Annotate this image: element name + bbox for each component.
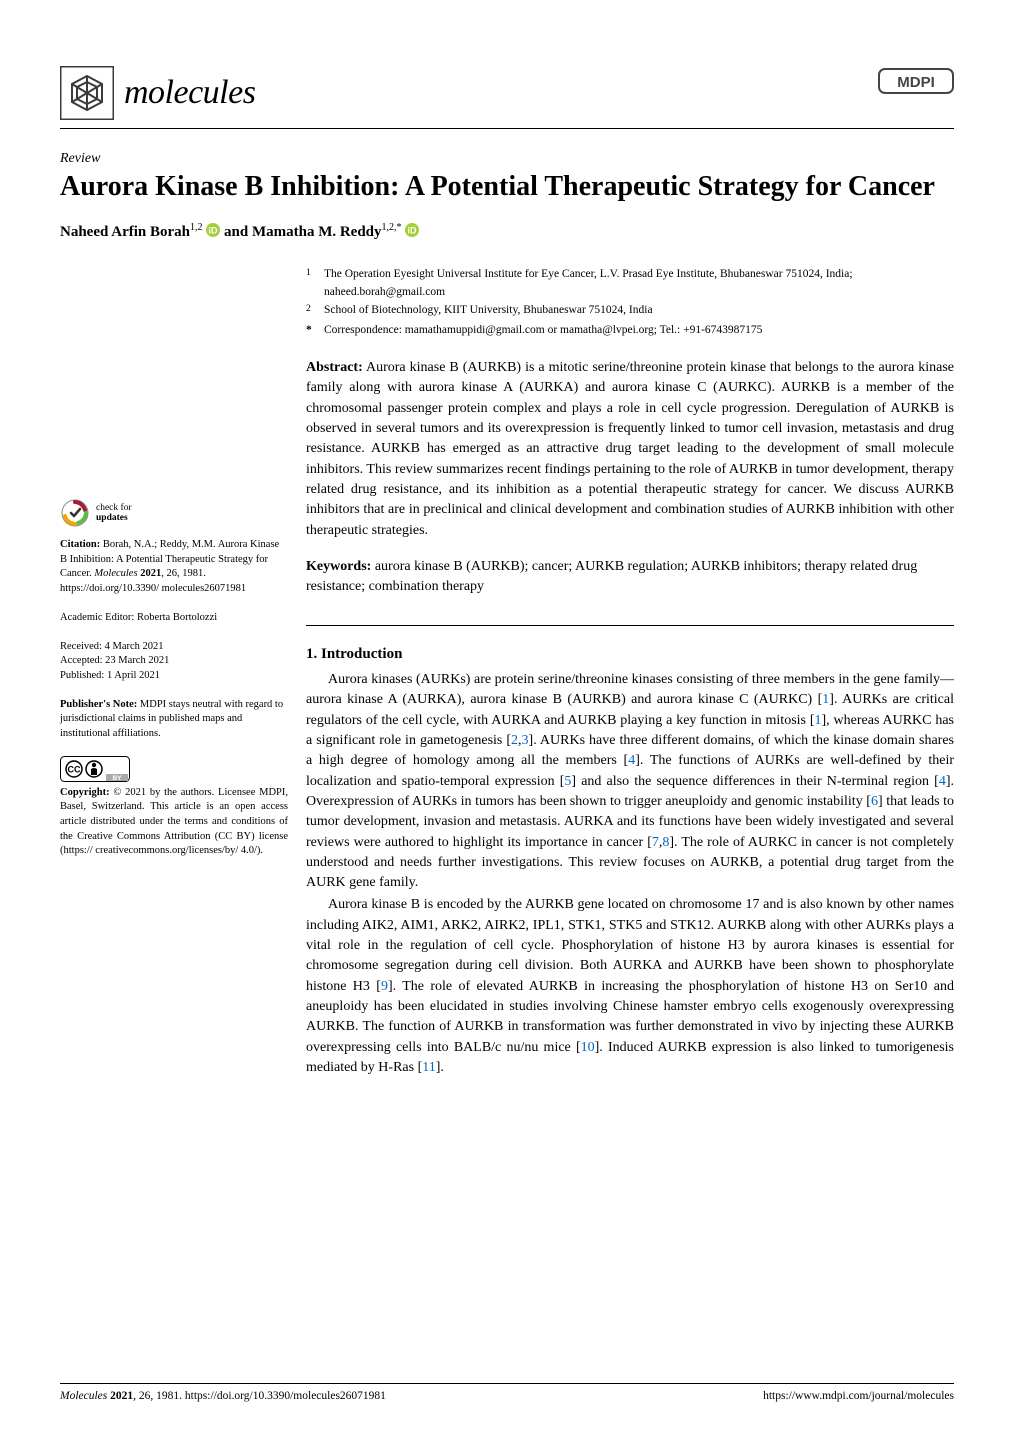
footer-left: Molecules 2021, 26, 1981. https://doi.or… (60, 1390, 386, 1402)
accepted-date: Accepted: 23 March 2021 (60, 654, 288, 669)
svg-text:MDPI: MDPI (897, 74, 935, 91)
keywords: Keywords: aurora kinase B (AURKB); cance… (306, 557, 954, 598)
received-date: Received: 4 March 2021 (60, 640, 288, 655)
ref-link[interactable]: 2 (511, 733, 518, 748)
svg-text:CC: CC (68, 764, 81, 774)
check-updates-icon (60, 498, 90, 528)
citation-label: Citation: (60, 539, 100, 550)
publishers-note-label: Publisher's Note: (60, 699, 137, 710)
check-updates-line2: updates (96, 513, 132, 523)
citation-year: 2021 (140, 568, 161, 579)
svg-text:iD: iD (209, 226, 219, 236)
header-row: molecules MDPI (60, 66, 954, 120)
author-2-name: Mamatha M. Reddy (252, 224, 382, 240)
affiliation-text: School of Biotechnology, KIIT University… (324, 302, 653, 323)
affiliation-text: Correspondence: mamathamuppidi@gmail.com… (324, 322, 762, 340)
citation-journal: Molecules (94, 568, 137, 579)
ref-link[interactable]: 3 (522, 733, 529, 748)
para-text: ] and also the sequence differences in t… (571, 774, 938, 789)
affiliation-text: The Operation Eyesight Universal Institu… (324, 266, 954, 302)
check-for-updates[interactable]: check for updates (60, 498, 288, 528)
affiliation-row: * Correspondence: mamathamuppidi@gmail.c… (306, 322, 954, 340)
affiliation-num-text: 2 (306, 303, 311, 314)
author-1-name: Naheed Arfin Borah (60, 224, 190, 240)
abstract-label: Abstract: (306, 360, 363, 375)
two-column-layout: check for updates Citation: Borah, N.A.;… (60, 266, 954, 1080)
affiliation-num: 1 (306, 266, 324, 302)
copyright-label: Copyright: (60, 787, 110, 798)
footer-year: 2021 (110, 1390, 133, 1402)
affiliation-num: * (306, 322, 324, 340)
editor-block: Academic Editor: Roberta Bortolozzi (60, 611, 288, 626)
affiliation-num: 2 (306, 302, 324, 323)
copyright-block: Copyright: © 2021 by the authors. Licens… (60, 786, 288, 859)
footer-journal: Molecules (60, 1390, 110, 1402)
citation-block: Citation: Borah, N.A.; Reddy, M.M. Auror… (60, 538, 288, 597)
author-2-affil: 1,2,* (382, 222, 402, 233)
ref-link[interactable]: 6 (871, 794, 878, 809)
author-1-affil: 1,2 (190, 222, 203, 233)
orcid-icon[interactable]: iD (405, 223, 419, 242)
affiliation-row: 2 School of Biotechnology, KIIT Universi… (306, 302, 954, 323)
section-heading: 1. Introduction (306, 644, 954, 666)
keywords-label: Keywords: (306, 559, 371, 574)
orcid-icon[interactable]: iD (206, 223, 220, 242)
cc-by-logo[interactable]: CC BY (60, 756, 288, 782)
left-sidebar: check for updates Citation: Borah, N.A.;… (60, 266, 306, 1080)
journal-name: molecules (124, 74, 255, 112)
body-paragraph: Aurora kinase B is encoded by the AURKB … (306, 895, 954, 1078)
cc-by-icon: CC BY (60, 756, 130, 782)
published-date: Published: 1 April 2021 (60, 669, 288, 684)
ref-link[interactable]: 1 (815, 713, 822, 728)
affiliations: 1 The Operation Eyesight Universal Insti… (306, 266, 954, 340)
page-footer: Molecules 2021, 26, 1981. https://doi.or… (60, 1383, 954, 1402)
ref-link[interactable]: 11 (422, 1060, 435, 1075)
page-container: molecules MDPI Review Aurora Kinase B In… (0, 0, 1020, 1442)
check-updates-line1: check for (96, 503, 132, 513)
journal-logo: molecules (60, 66, 255, 120)
ref-link[interactable]: 7 (652, 835, 659, 850)
ref-link[interactable]: 4 (939, 774, 946, 789)
ref-link[interactable]: 9 (381, 979, 388, 994)
footer-divider (60, 1383, 954, 1384)
svg-text:BY: BY (112, 775, 122, 782)
keywords-text: aurora kinase B (AURKB); cancer; AURKB r… (306, 559, 917, 594)
main-column: 1 The Operation Eyesight Universal Insti… (306, 266, 954, 1080)
sidebar-spacer (60, 266, 288, 498)
mdpi-logo-icon: MDPI (878, 68, 954, 102)
abstract-text: Aurora kinase B (AURKB) is a mitotic ser… (306, 360, 954, 537)
publisher-logo: MDPI (878, 68, 954, 107)
article-title: Aurora Kinase B Inhibition: A Potential … (60, 169, 954, 204)
authors-and: and (224, 224, 252, 240)
affiliation-num-text: * (306, 324, 312, 336)
publishers-note-block: Publisher's Note: MDPI stays neutral wit… (60, 698, 288, 742)
body-paragraph: Aurora kinases (AURKs) are protein serin… (306, 670, 954, 893)
check-updates-text: check for updates (96, 503, 132, 524)
article-type: Review (60, 151, 954, 167)
abstract: Abstract: Aurora kinase B (AURKB) is a m… (306, 358, 954, 541)
affiliation-num-text: 1 (306, 267, 311, 278)
footer-row: Molecules 2021, 26, 1981. https://doi.or… (60, 1390, 954, 1402)
affiliation-row: 1 The Operation Eyesight Universal Insti… (306, 266, 954, 302)
svg-text:iD: iD (408, 226, 418, 236)
ref-link[interactable]: 10 (581, 1040, 595, 1055)
authors-line: Naheed Arfin Borah1,2 iD and Mamatha M. … (60, 222, 954, 242)
footer-right[interactable]: https://www.mdpi.com/journal/molecules (763, 1390, 954, 1402)
section-divider (306, 625, 954, 626)
header-divider (60, 128, 954, 129)
para-text: ]. (436, 1060, 444, 1075)
dates-block: Received: 4 March 2021 Accepted: 23 Marc… (60, 640, 288, 684)
footer-citation: , 26, 1981. https://doi.org/10.3390/mole… (133, 1390, 386, 1402)
journal-logo-icon (60, 66, 114, 120)
